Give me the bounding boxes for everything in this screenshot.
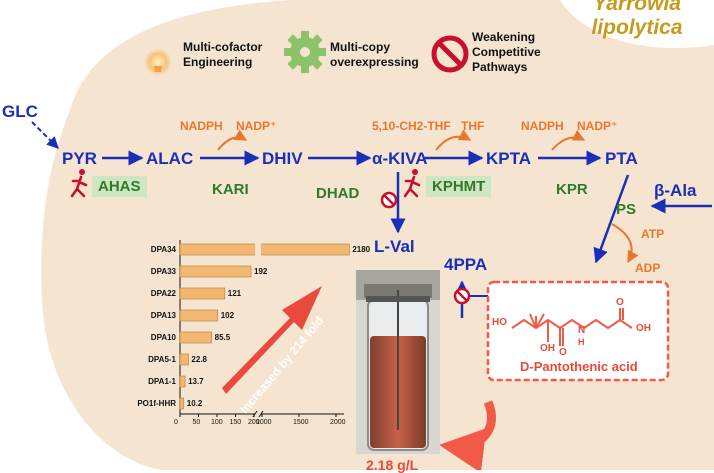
metabolite-bala: β-Ala	[654, 181, 697, 200]
methyl-bond	[535, 313, 545, 329]
bar-DPA22	[179, 287, 226, 300]
metabolite-alac: ALAC	[146, 149, 194, 168]
structure-n: N	[578, 325, 586, 336]
metabolite-lval: L-Val	[374, 237, 415, 256]
cofactor-atp: ATP	[641, 227, 665, 241]
bar-value-label: 2180	[352, 245, 371, 254]
cofactor-nadp-2: NADP⁺	[577, 119, 618, 133]
arrow-glc-pyr	[31, 121, 59, 149]
metabolite-pta: PTA	[605, 149, 638, 168]
legend-cofactor: Multi-cofactor Engineering	[183, 40, 263, 69]
cofactor-nadph-1: NADPH	[180, 119, 223, 133]
enzyme-kpr: KPR	[556, 181, 588, 198]
metabolite-pyr: PYR	[62, 149, 97, 168]
bar-value-label: 10.2	[186, 399, 203, 408]
prohibition-icon	[431, 35, 469, 73]
bar-DPA13	[179, 309, 219, 322]
category-label: DPA5-1	[148, 355, 176, 364]
x-tick-label: 2000	[330, 419, 346, 426]
species-line2: lipolytica	[591, 16, 683, 39]
enzyme-ps: PS	[616, 201, 637, 218]
bar-DPA34	[179, 243, 350, 256]
lightbulb-base	[154, 66, 162, 72]
methyl-bond	[529, 313, 537, 329]
enzyme-dhad: DHAD	[316, 185, 360, 202]
enzyme-kphmt: KPHMT	[426, 176, 492, 197]
bar-value-label: 13.7	[188, 377, 204, 386]
structure-o-amide: O	[559, 347, 567, 358]
category-label: DPA33	[150, 267, 176, 276]
category-label: DPA10	[150, 333, 176, 342]
species-line1: Yarrowia	[593, 0, 681, 15]
bar-value-label: 192	[254, 267, 268, 276]
cofactor-nadph-2: NADPH	[521, 119, 564, 133]
x-tick-label: 1000	[256, 419, 272, 426]
structure-h: H	[578, 337, 585, 347]
axis-break-gap	[255, 240, 261, 418]
structure-oh-acid: OH	[636, 323, 651, 334]
bar-value-label: 121	[227, 289, 242, 298]
bar-value-label: 22.8	[191, 355, 207, 364]
category-label: DPA1-1	[148, 377, 176, 386]
metabolite-4ppa: 4PPA	[444, 255, 488, 274]
titer-bar-chart	[179, 240, 350, 418]
x-tick-label: 50	[192, 419, 201, 426]
structure-o-acid: O	[616, 297, 624, 308]
curved-arrow-titer	[439, 400, 496, 470]
structure-ho: HO	[492, 317, 507, 328]
bar-DPA1-1	[179, 375, 186, 388]
bar-PO1f-HHR	[179, 397, 185, 410]
pantothenic-acid-box	[486, 280, 670, 382]
running-person-icon	[70, 169, 88, 198]
structure-oh-bottom: OH	[540, 343, 555, 354]
prohibition-icon-lval	[380, 191, 398, 209]
cofactor-nadp-1: NADP⁺	[236, 119, 277, 133]
enzyme-ahas: AHAS	[92, 176, 147, 197]
product-name: D-Pantothenic acid	[520, 359, 638, 374]
cofactor-adp: ADP	[635, 261, 661, 275]
cell-notch	[560, 0, 714, 48]
cofactor-arc-ps	[611, 223, 639, 264]
category-label: DPA34	[150, 245, 176, 254]
category-label: DPA13	[150, 311, 176, 320]
enzyme-kari: KARI	[212, 181, 249, 198]
x-tick-label: 150	[229, 419, 242, 426]
prohibition-icon-4ppa	[453, 287, 471, 305]
bar-DPA10	[179, 331, 212, 344]
bar-DPA5-1	[179, 353, 189, 366]
legend-weakening: Weakening Competitive Pathways	[472, 30, 541, 74]
pantothenic-acid-structure	[511, 308, 633, 346]
cofactor-arc-kphmt	[435, 129, 472, 151]
metabolite-kpta: KPTA	[486, 149, 532, 168]
category-label: PO1f-HHR	[137, 399, 176, 408]
category-label: DPA22	[150, 289, 176, 298]
metabolite-kiva: α-KIVA	[372, 149, 428, 168]
cofactor-thf-donor: 5,10-CH2-THF	[372, 119, 451, 133]
running-person-icon	[403, 169, 421, 198]
x-tick-label: 100	[211, 419, 223, 426]
fold-increase-arrow	[222, 286, 322, 394]
bar-DPA33	[179, 265, 252, 278]
bar-value-label: 102	[220, 311, 235, 320]
titer-label: 2.18 g/L	[366, 457, 419, 473]
gear-icon	[284, 31, 326, 73]
x-tick-label: 0	[174, 419, 178, 426]
cofactor-thf: THF	[461, 119, 485, 133]
lightbulb-icon	[144, 48, 172, 76]
species-label: Yarrowia lipolytica	[570, 0, 704, 40]
metabolite-dhiv: DHIV	[262, 149, 303, 168]
bioreactor-photo	[356, 270, 440, 454]
x-tick-label: 1500	[293, 419, 309, 426]
cofactor-arc-kari	[217, 129, 248, 151]
x-tick-label: 200	[248, 419, 260, 426]
arrow-pta-pantothenate	[593, 174, 630, 264]
legend-multicopy: Multi-copy overexpressing	[330, 40, 419, 69]
bar-value-label: 85.5	[214, 333, 231, 342]
cofactor-arc-kpr	[551, 129, 586, 151]
metabolite-glc: GLC	[2, 102, 38, 121]
